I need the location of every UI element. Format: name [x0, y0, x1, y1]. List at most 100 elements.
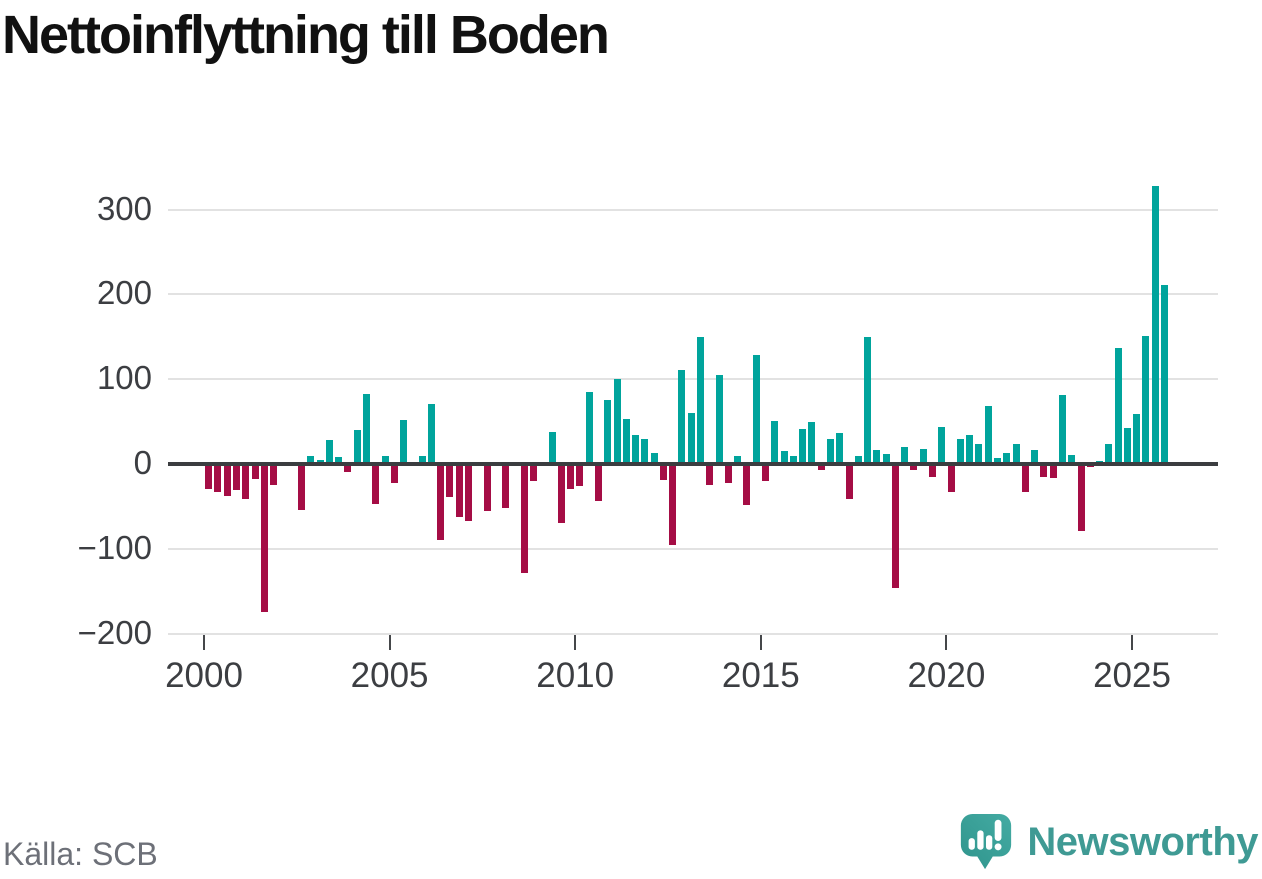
bar-2011-Q3 — [632, 435, 639, 464]
bar-2000-Q3 — [223, 464, 231, 497]
bar-2013-Q4 — [715, 374, 723, 464]
bar-2015-Q1 — [761, 464, 769, 481]
bar-2025-Q4 — [1161, 285, 1168, 464]
bar-2021-Q4 — [1012, 444, 1020, 464]
bar-2021-Q3 — [1003, 452, 1011, 464]
bar-2022-Q4 — [1049, 464, 1057, 478]
newsworthy-wordmark: Newsworthy — [1027, 819, 1258, 864]
bar-2010-Q2 — [585, 391, 593, 464]
bar-2007-Q3 — [483, 464, 491, 511]
bar-2016-Q2 — [808, 421, 816, 464]
x-axis-tick-2010 — [574, 635, 577, 650]
bar-2009-Q3 — [557, 464, 565, 523]
gridline-100 — [168, 378, 1218, 381]
bar-2021-Q1 — [984, 406, 992, 465]
bar-2007-Q1 — [465, 464, 472, 521]
bar-2015-Q2 — [771, 420, 779, 464]
bar-2004-Q3 — [372, 464, 380, 504]
bar-2025-Q2 — [1142, 335, 1150, 464]
bar-2025-Q3 — [1151, 185, 1159, 464]
chart-title: Nettoinflyttning till Boden — [2, 5, 610, 65]
bar-2000-Q2 — [214, 464, 222, 492]
x-axis-label: 2020 — [907, 656, 986, 695]
source-caption: Källa: SCB — [3, 836, 158, 872]
bar-2011-Q2 — [622, 419, 630, 464]
bar-2015-Q3 — [780, 451, 788, 464]
bar-2003-Q1 — [316, 459, 324, 464]
x-axis-tick-2020 — [945, 635, 948, 650]
bar-2018-Q1 — [873, 450, 881, 465]
bar-2001-Q4 — [270, 464, 278, 486]
bar-2020-Q1 — [947, 464, 955, 492]
bar-2016-Q4 — [826, 438, 834, 464]
bar-2006-Q1 — [427, 403, 435, 464]
logo-exclamation-dot — [994, 843, 1002, 851]
bar-2008-Q3 — [520, 464, 528, 573]
bar-2004-Q1 — [353, 430, 361, 464]
bar-2018-Q2 — [882, 453, 890, 464]
bar-2006-Q2 — [437, 464, 445, 541]
newsworthy-brand: Newsworthy — [957, 812, 1258, 872]
bar-2022-Q3 — [1040, 464, 1048, 477]
bar-2001-Q2 — [251, 464, 259, 480]
bar-2005-Q2 — [400, 419, 407, 464]
bar-2018-Q4 — [901, 447, 909, 465]
bar-2001-Q3 — [260, 464, 268, 613]
gridline--100 — [168, 547, 1218, 550]
x-axis-tick-2025 — [1131, 635, 1133, 650]
bar-2004-Q4 — [381, 455, 389, 465]
bar-2018-Q3 — [891, 464, 899, 588]
bar-2009-Q2 — [548, 431, 556, 464]
bar-2023-Q3 — [1077, 464, 1085, 531]
bar-2005-Q1 — [390, 464, 398, 483]
bar-2001-Q1 — [242, 464, 250, 499]
bar-2014-Q4 — [752, 354, 760, 464]
bar-2016-Q1 — [799, 429, 807, 465]
bar-2003-Q4 — [344, 464, 352, 472]
logo-exclamation-bar — [995, 819, 1002, 842]
x-axis-label: 2000 — [165, 656, 243, 695]
bar-2023-Q2 — [1068, 454, 1076, 464]
bar-2017-Q4 — [864, 336, 871, 464]
bar-2004-Q2 — [362, 394, 370, 464]
bar-2019-Q3 — [929, 464, 936, 477]
zero-axis-line — [168, 462, 1218, 466]
logo-bar-tall — [977, 830, 984, 850]
bar-2013-Q2 — [697, 336, 704, 464]
bar-2014-Q1 — [724, 464, 732, 483]
bar-2022-Q1 — [1021, 464, 1029, 492]
bar-2020-Q3 — [966, 435, 974, 464]
newsworthy-logo-icon — [961, 813, 1012, 870]
bar-2000-Q4 — [233, 464, 240, 491]
bar-2017-Q1 — [836, 432, 844, 464]
x-axis-tick-2000 — [203, 635, 205, 650]
bar-2025-Q1 — [1133, 413, 1141, 464]
bar-2002-Q4 — [307, 455, 315, 465]
bar-2010-Q3 — [594, 464, 602, 501]
bar-2014-Q2 — [734, 455, 742, 465]
y-axis-label: 300 — [96, 189, 152, 227]
bar-2006-Q4 — [455, 464, 463, 517]
bar-2024-Q4 — [1123, 428, 1131, 464]
x-axis-label: 2015 — [721, 656, 800, 695]
x-axis-label: 2010 — [536, 656, 615, 695]
bar-2017-Q3 — [854, 456, 862, 464]
y-axis-label: −100 — [77, 528, 152, 566]
bar-2013-Q1 — [687, 413, 695, 464]
x-axis-tick-2015 — [759, 635, 762, 650]
bar-2012-Q1 — [650, 452, 658, 464]
bar-2015-Q4 — [789, 456, 797, 464]
bar-2021-Q2 — [993, 458, 1001, 464]
bar-2017-Q2 — [845, 464, 853, 499]
logo-bar-short — [968, 838, 976, 850]
bar-2020-Q2 — [956, 438, 964, 464]
bar-2012-Q2 — [659, 464, 667, 481]
logo-bar-mid — [986, 835, 993, 850]
bar-2012-Q4 — [678, 369, 686, 464]
bar-2022-Q2 — [1031, 449, 1039, 464]
bar-2009-Q4 — [567, 464, 575, 490]
bar-2024-Q3 — [1114, 347, 1122, 464]
y-axis-label: 0 — [133, 444, 152, 481]
bar-2013-Q3 — [706, 464, 714, 486]
bar-2000-Q1 — [205, 464, 213, 490]
